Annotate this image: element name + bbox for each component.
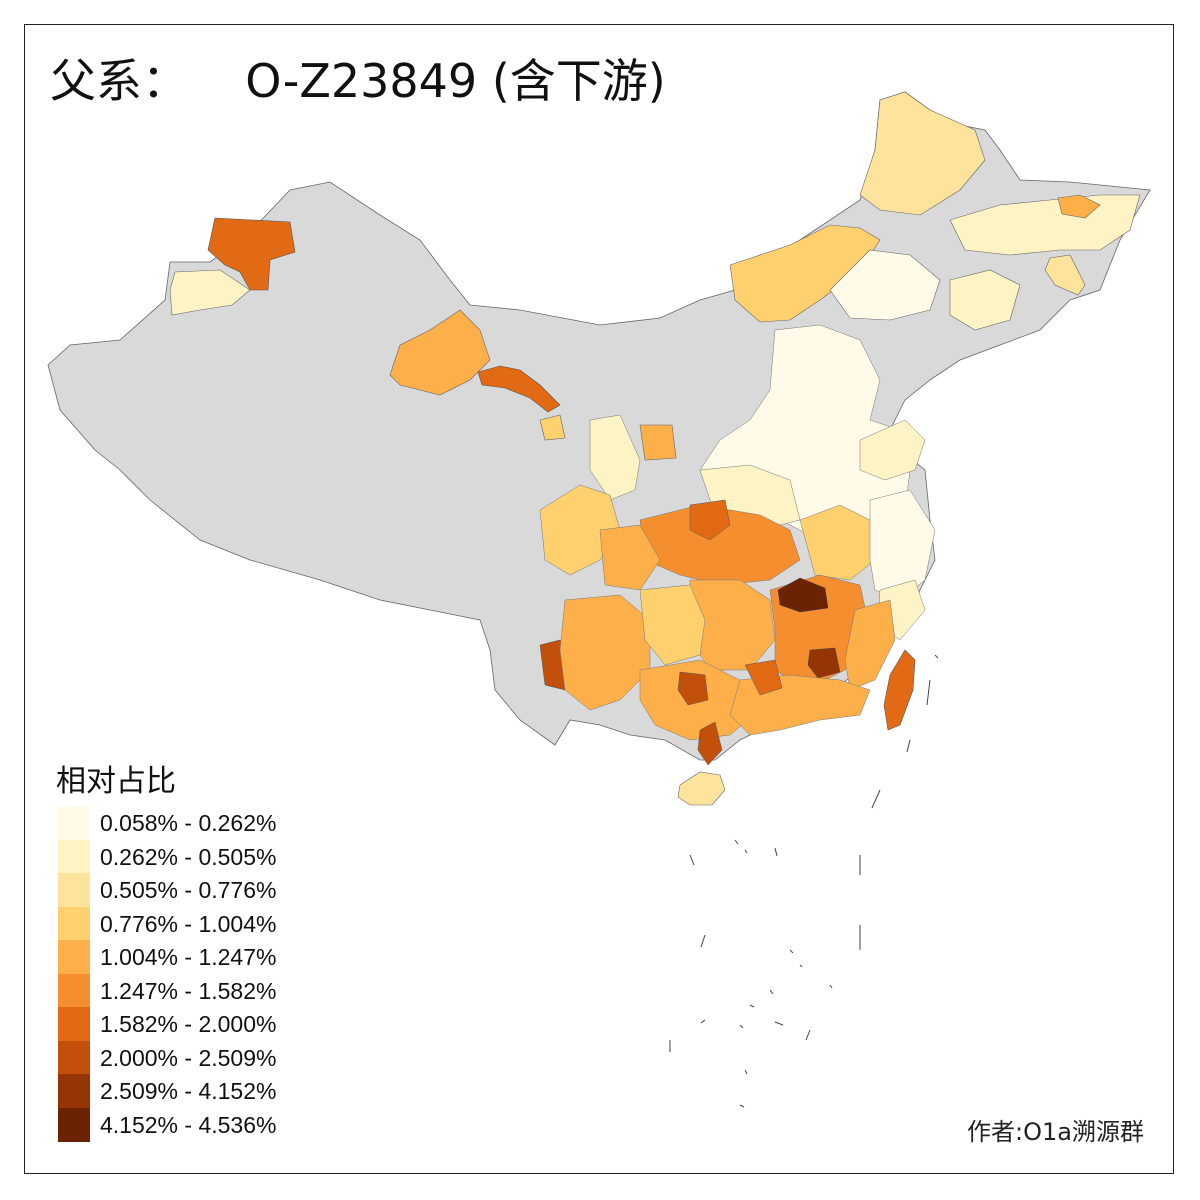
legend-label: 0.262% - 0.505% <box>100 843 277 870</box>
legend-item: 2.509% - 4.152% <box>58 1074 328 1108</box>
legend-label: 0.505% - 0.776% <box>100 877 277 903</box>
legend-swatch <box>58 1107 90 1142</box>
region-jilin <box>1044 254 1086 296</box>
legend-swatch <box>58 906 90 941</box>
legend-item: 0.262% - 0.505% <box>58 839 328 874</box>
map-title: 父系： O-Z23849 (含下游) <box>50 58 666 104</box>
title-suffix: (含下游) <box>491 54 666 108</box>
region-guangdong-north <box>744 659 783 696</box>
legend-label: 1.582% - 2.000% <box>100 1011 277 1037</box>
legend-item: 4.152% - 4.536% <box>58 1107 328 1142</box>
region-taiwan <box>883 649 916 731</box>
region-jiuquan <box>389 309 491 396</box>
region-fujian <box>844 599 896 691</box>
legend-swatch <box>58 806 90 840</box>
region-hainan <box>677 771 726 806</box>
legend-label: 0.776% - 1.004% <box>100 910 277 937</box>
author-credit: 作者:O1a溯源群 <box>967 1118 1144 1146</box>
region-guangdong <box>729 674 871 736</box>
region-guangdong-west <box>697 721 723 766</box>
legend-item: 1.247% - 1.582% <box>58 973 328 1008</box>
legend-swatch <box>58 940 90 974</box>
title-prefix: 父系： <box>50 54 188 108</box>
region-altay <box>207 217 296 291</box>
legend-swatch <box>58 873 90 907</box>
legend-title: 相对占比 <box>56 764 176 799</box>
legend-item: 0.776% - 1.004% <box>58 906 328 941</box>
legend-swatch <box>58 1074 90 1108</box>
legend-swatch <box>58 973 90 1008</box>
region-ningxia <box>639 424 677 461</box>
legend-label: 4.152% - 4.536% <box>100 1111 277 1138</box>
legend-label: 2.000% - 2.509% <box>100 1044 277 1071</box>
region-liaoning <box>949 269 1021 331</box>
south-china-sea-islands <box>669 654 939 1108</box>
legend-label: 2.509% - 4.152% <box>100 1078 277 1104</box>
region-zhangye <box>477 365 561 413</box>
legend-swatch <box>58 839 90 874</box>
region-chongqing <box>599 524 661 591</box>
legend-swatch <box>58 1040 90 1075</box>
region-jiangxi-dark2 <box>807 647 841 679</box>
legend-label: 0.058% - 0.262% <box>100 810 277 836</box>
legend-swatch <box>58 1007 90 1041</box>
region-inner-mongolia-central <box>829 249 941 321</box>
region-shaanxi <box>589 414 641 501</box>
legend-label: 1.247% - 1.582% <box>100 977 277 1004</box>
region-guangxi-dark <box>677 671 709 706</box>
region-heilongjiang-east <box>1057 194 1101 219</box>
region-yunnan <box>559 594 651 711</box>
legend-item: 1.004% - 1.247% <box>58 940 328 974</box>
legend-item: 0.505% - 0.776% <box>58 873 328 907</box>
legend-item: 0.058% - 0.262% <box>58 806 328 840</box>
region-hubei <box>639 504 801 586</box>
legend-label: 1.004% - 1.247% <box>100 944 277 970</box>
title-haplogroup: O-Z23849 <box>245 54 478 108</box>
region-hubei-dark <box>689 499 731 541</box>
region-jiangxi-darkest <box>777 577 829 613</box>
region-shandong <box>859 419 926 481</box>
legend-item: 1.582% - 2.000% <box>58 1007 328 1041</box>
region-tacheng <box>169 269 251 316</box>
region-guizhou <box>639 584 706 666</box>
region-hulunbuir <box>859 91 986 216</box>
region-gansu-mid <box>539 414 566 441</box>
legend-item: 2.000% - 2.509% <box>58 1040 328 1075</box>
